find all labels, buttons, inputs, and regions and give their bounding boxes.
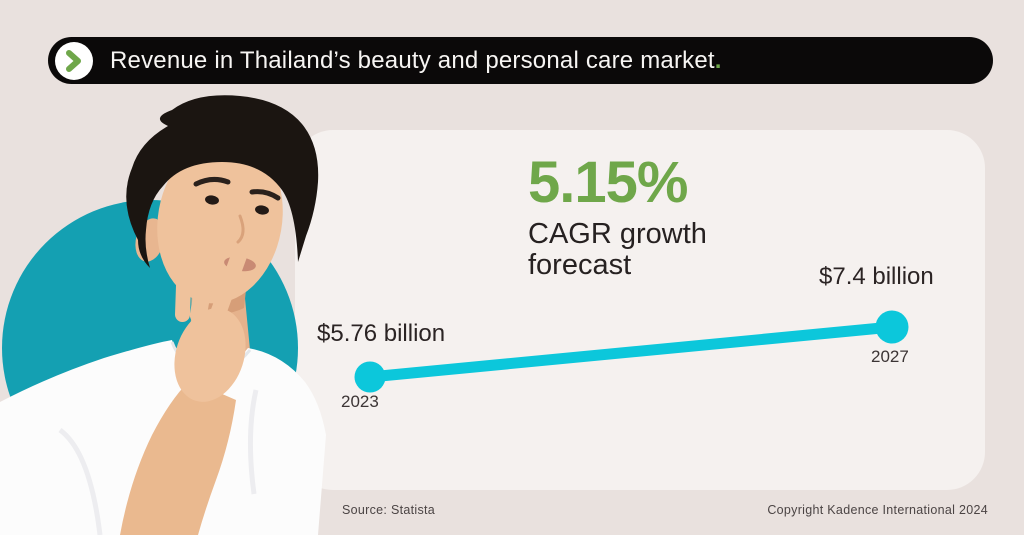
chevron-right-icon xyxy=(66,49,81,72)
page-title-text: Revenue in Thailand’s beauty and persona… xyxy=(110,46,715,74)
tshirt-fold-right xyxy=(247,389,259,495)
infographic-card: 5.15% CAGR growth forecast $5.76 billion… xyxy=(295,130,985,490)
header-banner: Revenue in Thailand’s beauty and persona… xyxy=(48,37,993,84)
person-finger-2 xyxy=(189,236,220,324)
value-label-2027: $7.4 billion xyxy=(819,263,934,290)
page-title: Revenue in Thailand’s beauty and persona… xyxy=(110,47,722,75)
chevron-circle xyxy=(55,41,93,80)
person-arm xyxy=(120,380,236,535)
page-title-period: . xyxy=(714,46,722,74)
person-finger-3 xyxy=(209,247,247,325)
person-hair xyxy=(126,95,319,268)
data-point-2023 xyxy=(354,361,386,393)
person-eye-right xyxy=(255,205,269,215)
man-touching-face-photo xyxy=(0,90,330,535)
trend-line-chart xyxy=(354,310,909,393)
copyright-credit: Copyright Kadence International 2024 xyxy=(767,503,988,517)
person-finger-1 xyxy=(175,250,192,323)
year-label-2023: 2023 xyxy=(341,392,379,411)
cagr-label: CAGR growth forecast xyxy=(528,218,707,282)
trend-line xyxy=(369,321,893,383)
data-point-2027 xyxy=(875,310,909,344)
cagr-value: 5.15% xyxy=(528,150,688,215)
year-label-2027: 2027 xyxy=(871,347,909,366)
cagr-label-line2: forecast xyxy=(528,249,632,282)
person-eye-left xyxy=(205,195,219,205)
value-label-2023: $5.76 billion xyxy=(317,320,446,347)
person-illustration xyxy=(0,95,326,535)
cagr-label-line1: CAGR growth xyxy=(528,218,707,250)
cagr-headline: 5.15% CAGR growth forecast xyxy=(528,154,707,281)
person-nose xyxy=(236,214,245,244)
tshirt-fold-left xyxy=(58,427,103,535)
source-credit: Source: Statista xyxy=(342,503,436,517)
person-eyebrow-left xyxy=(193,176,231,187)
person-eyebrow-right xyxy=(249,189,281,201)
person-hand xyxy=(174,308,246,402)
